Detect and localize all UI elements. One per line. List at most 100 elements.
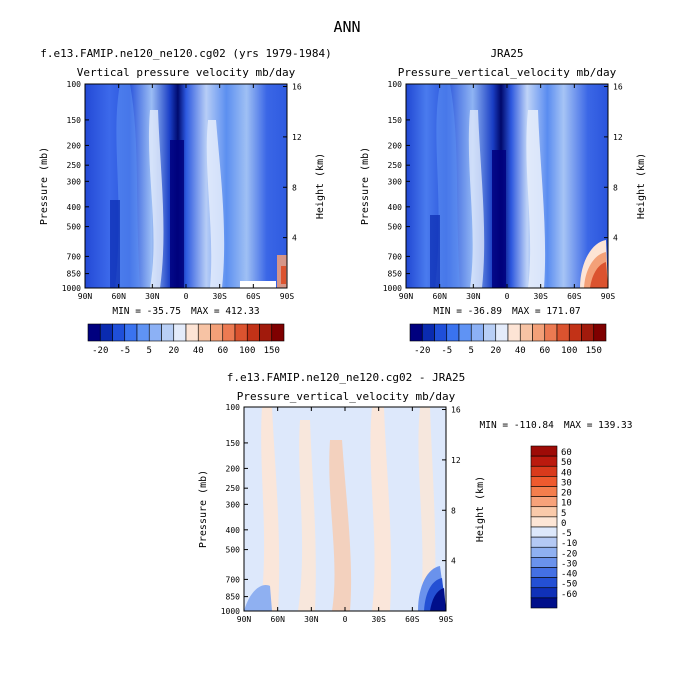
colorbar-label: -5 <box>119 346 130 356</box>
y2-tick-label: 16 <box>451 406 461 415</box>
colorbar-label: 5 <box>147 346 152 356</box>
y-tick-label: 300 <box>67 177 82 186</box>
y2-tick-label: 8 <box>451 506 456 515</box>
panel-subtitle: Pressure_vertical_velocity mb/day <box>398 66 617 79</box>
colorbar-label: -20 <box>92 346 108 356</box>
colorbar-label: 150 <box>264 346 280 356</box>
colorbar-swatch <box>434 323 448 342</box>
plot-area <box>243 406 447 612</box>
colorbar-label: -5 <box>561 529 572 539</box>
colorbar-label: -30 <box>561 559 577 569</box>
colorbar-swatch <box>530 557 558 568</box>
y2-tick-label: 16 <box>292 83 302 92</box>
colorbar-swatch <box>568 323 582 342</box>
colorbar-swatch <box>530 516 558 528</box>
y-tick-label: 1000 <box>383 284 402 293</box>
y-tick-label: 250 <box>67 161 82 170</box>
colorbar-swatch <box>99 323 113 342</box>
colorbar-label: 60 <box>561 448 572 458</box>
colorbar-label: 20 <box>168 346 179 356</box>
y-tick-label: 500 <box>67 223 82 232</box>
x-tick-label: 60N <box>111 292 126 301</box>
colorbar-swatch <box>530 445 558 457</box>
colorbar-swatch <box>530 587 558 599</box>
y-tick-label: 100 <box>226 403 241 412</box>
y-tick-label: 200 <box>388 141 403 150</box>
y2-tick-label: 12 <box>292 133 302 142</box>
colorbar-swatch <box>556 323 570 342</box>
colorbar-label: 60 <box>539 346 550 356</box>
y-tick-label: 400 <box>67 203 82 212</box>
y2-tick-label: 12 <box>451 456 461 465</box>
colorbar-swatch <box>530 496 558 508</box>
x-tick-label: 30S <box>212 292 227 301</box>
x-tick-label: 90N <box>78 292 93 301</box>
colorbar-label: 40 <box>193 346 204 356</box>
x-tick-label: 30S <box>533 292 548 301</box>
colorbar-label: 50 <box>561 458 572 468</box>
x-tick-label: 90S <box>439 615 454 624</box>
colorbar-swatch <box>544 323 558 342</box>
colorbar-label: 5 <box>469 346 474 356</box>
colorbar-swatch <box>87 323 101 342</box>
y-tick-label: 700 <box>226 575 241 584</box>
panel-subtitle: Vertical pressure velocity mb/day <box>77 66 296 79</box>
plot-area <box>405 83 609 289</box>
max-label: MAX = 139.33 <box>564 420 633 431</box>
colorbar-label: 100 <box>239 346 255 356</box>
x-tick-label: 0 <box>505 292 510 301</box>
colorbar-label: 20 <box>490 346 501 356</box>
colorbar-swatch <box>222 323 236 342</box>
colorbar-swatch <box>532 323 546 342</box>
colorbar-label: 40 <box>515 346 526 356</box>
min-max-label: MIN = -35.75 MAX = 412.33 <box>112 306 259 317</box>
colorbar-swatch <box>210 323 224 342</box>
y-tick-label: 200 <box>226 464 241 473</box>
colorbar-swatch <box>124 323 138 342</box>
y-tick-label: 700 <box>388 252 403 261</box>
x-tick-label: 0 <box>184 292 189 301</box>
x-tick-label: 60N <box>432 292 447 301</box>
y-axis-label: Pressure (mb) <box>360 147 371 225</box>
y-tick-label: 500 <box>226 546 241 555</box>
y-tick-label: 1000 <box>62 284 81 293</box>
colorbar-label: 30 <box>561 478 572 488</box>
y2-tick-label: 4 <box>613 234 618 243</box>
colorbar-swatch <box>530 597 558 609</box>
colorbar-swatch <box>530 506 558 518</box>
x-tick-label: 30N <box>304 615 319 624</box>
colorbar-swatch <box>271 323 285 342</box>
y-tick-label: 250 <box>388 161 403 170</box>
x-tick-label: 30N <box>466 292 481 301</box>
colorbar-swatch <box>519 323 533 342</box>
y2-tick-label: 8 <box>292 183 297 192</box>
colorbar-swatch <box>136 323 150 342</box>
panel-obs: JRA25 Pressure_vertical_velocity mb/day … <box>360 47 647 317</box>
colorbar-swatch <box>530 536 558 548</box>
y-tick-label: 850 <box>226 593 241 602</box>
x-tick-label: 90S <box>601 292 616 301</box>
colorbar-label: 5 <box>561 509 566 519</box>
colorbar: -20 -5 5 20 40 60 100 150 <box>87 323 285 356</box>
colorbar-swatch <box>246 323 260 342</box>
y-tick-label: 850 <box>388 270 403 279</box>
y-tick-label: 400 <box>226 526 241 535</box>
y-tick-label: 150 <box>67 116 82 125</box>
figure-title: ANN <box>333 18 360 36</box>
y-tick-label: 100 <box>67 80 82 89</box>
colorbar-swatch <box>530 455 558 467</box>
y2-axis-label: Height (km) <box>475 476 486 542</box>
colorbar-swatch <box>530 476 558 487</box>
colorbar-swatch <box>185 323 199 342</box>
y2-tick-label: 4 <box>451 557 456 566</box>
x-tick-label: 60S <box>405 615 420 624</box>
x-tick-label: 30N <box>145 292 160 301</box>
x-tick-label: 0 <box>343 615 348 624</box>
min-label: MIN = -110.84 <box>480 420 555 431</box>
colorbar-swatch <box>530 546 558 558</box>
x-tick-label: 60S <box>567 292 582 301</box>
colorbar-swatch <box>530 567 558 578</box>
y-tick-label: 100 <box>388 80 403 89</box>
